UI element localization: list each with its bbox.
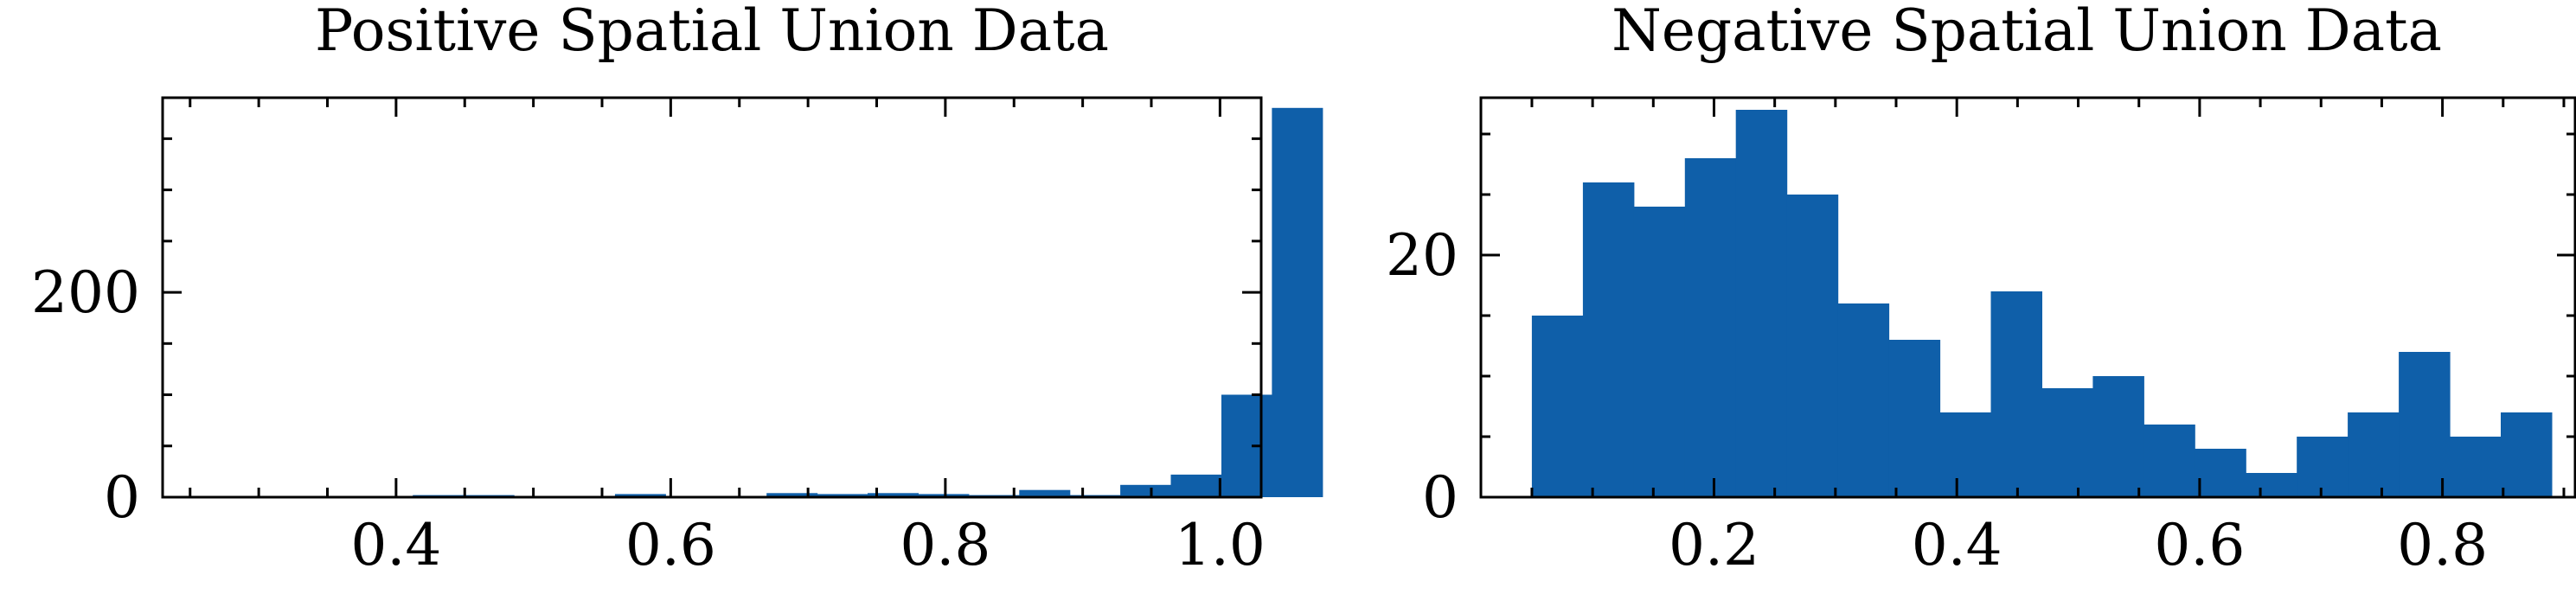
plot-frame [161, 96, 1263, 499]
histogram-bar [1120, 484, 1172, 497]
histogram-bar [1272, 107, 1323, 498]
histogram-bar [1582, 182, 1635, 497]
histogram-bar [868, 493, 919, 497]
x-tick-label: 0.8 [2397, 512, 2488, 578]
histogram-bar [1531, 316, 1584, 497]
histogram-bar [1019, 489, 1071, 497]
y-tick-label: 20 [1386, 222, 1458, 289]
x-tick-label: 0.6 [625, 512, 716, 578]
y-tick-label: 0 [104, 464, 140, 531]
x-tick-label: 0.4 [1912, 512, 2002, 578]
histogram-bar [1990, 291, 2042, 497]
histogram-bar [2092, 376, 2144, 497]
histogram-bar [1221, 394, 1272, 497]
histogram-bar [1939, 412, 1991, 497]
histogram-bar [614, 494, 666, 497]
histogram-bar [2348, 412, 2400, 497]
chart-title: Negative Spatial Union Data [1612, 0, 2442, 64]
histogram-bar [1684, 158, 1737, 497]
histogram-bar [2041, 388, 2093, 497]
bar-group [362, 107, 1323, 498]
x-tick-label: 0.2 [1669, 512, 1759, 578]
histogram-bar [1633, 207, 1686, 497]
histogram-bar [1837, 303, 1890, 497]
y-tick-label: 0 [1422, 464, 1458, 531]
histogram-bar [1888, 340, 1941, 497]
plot-frame [1479, 96, 2576, 499]
chart-positive: Positive Spatial Union Data 0.4 0.6 0.8 1.0… [31, 0, 1323, 578]
histogram-bar [2246, 473, 2297, 497]
histogram-bar [2399, 352, 2451, 497]
x-tick-label: 0.6 [2154, 512, 2245, 578]
histogram-bar [2297, 437, 2349, 497]
tick-group: 0.2 0.4 0.6 0.8 0 20 [1386, 98, 2576, 578]
histogram-bar [766, 493, 818, 497]
x-tick-label: 1.0 [1175, 512, 1266, 578]
x-tick-label: 0.8 [900, 512, 990, 578]
y-tick-label: 200 [31, 259, 140, 326]
histogram-bar [2195, 449, 2246, 497]
histogram-bar [1170, 474, 1222, 497]
tick-group: 0.4 0.6 0.8 1.0 0 200 [31, 98, 1266, 578]
histogram-bar [918, 494, 970, 497]
histogram-bar [1735, 110, 1788, 497]
x-tick-label: 0.4 [350, 512, 441, 578]
chart-negative: Negative Spatial Union Data 0.2 0.4 0.6 0.8… [1386, 0, 2576, 578]
histogram-bar [2501, 412, 2553, 497]
histogram-bar [2450, 437, 2502, 497]
bar-group [1531, 110, 2553, 497]
histogram-bar [817, 494, 868, 497]
histogram-bar [2143, 425, 2195, 497]
chart-title: Positive Spatial Union Data [315, 0, 1109, 64]
histogram-bar [1786, 195, 1839, 497]
